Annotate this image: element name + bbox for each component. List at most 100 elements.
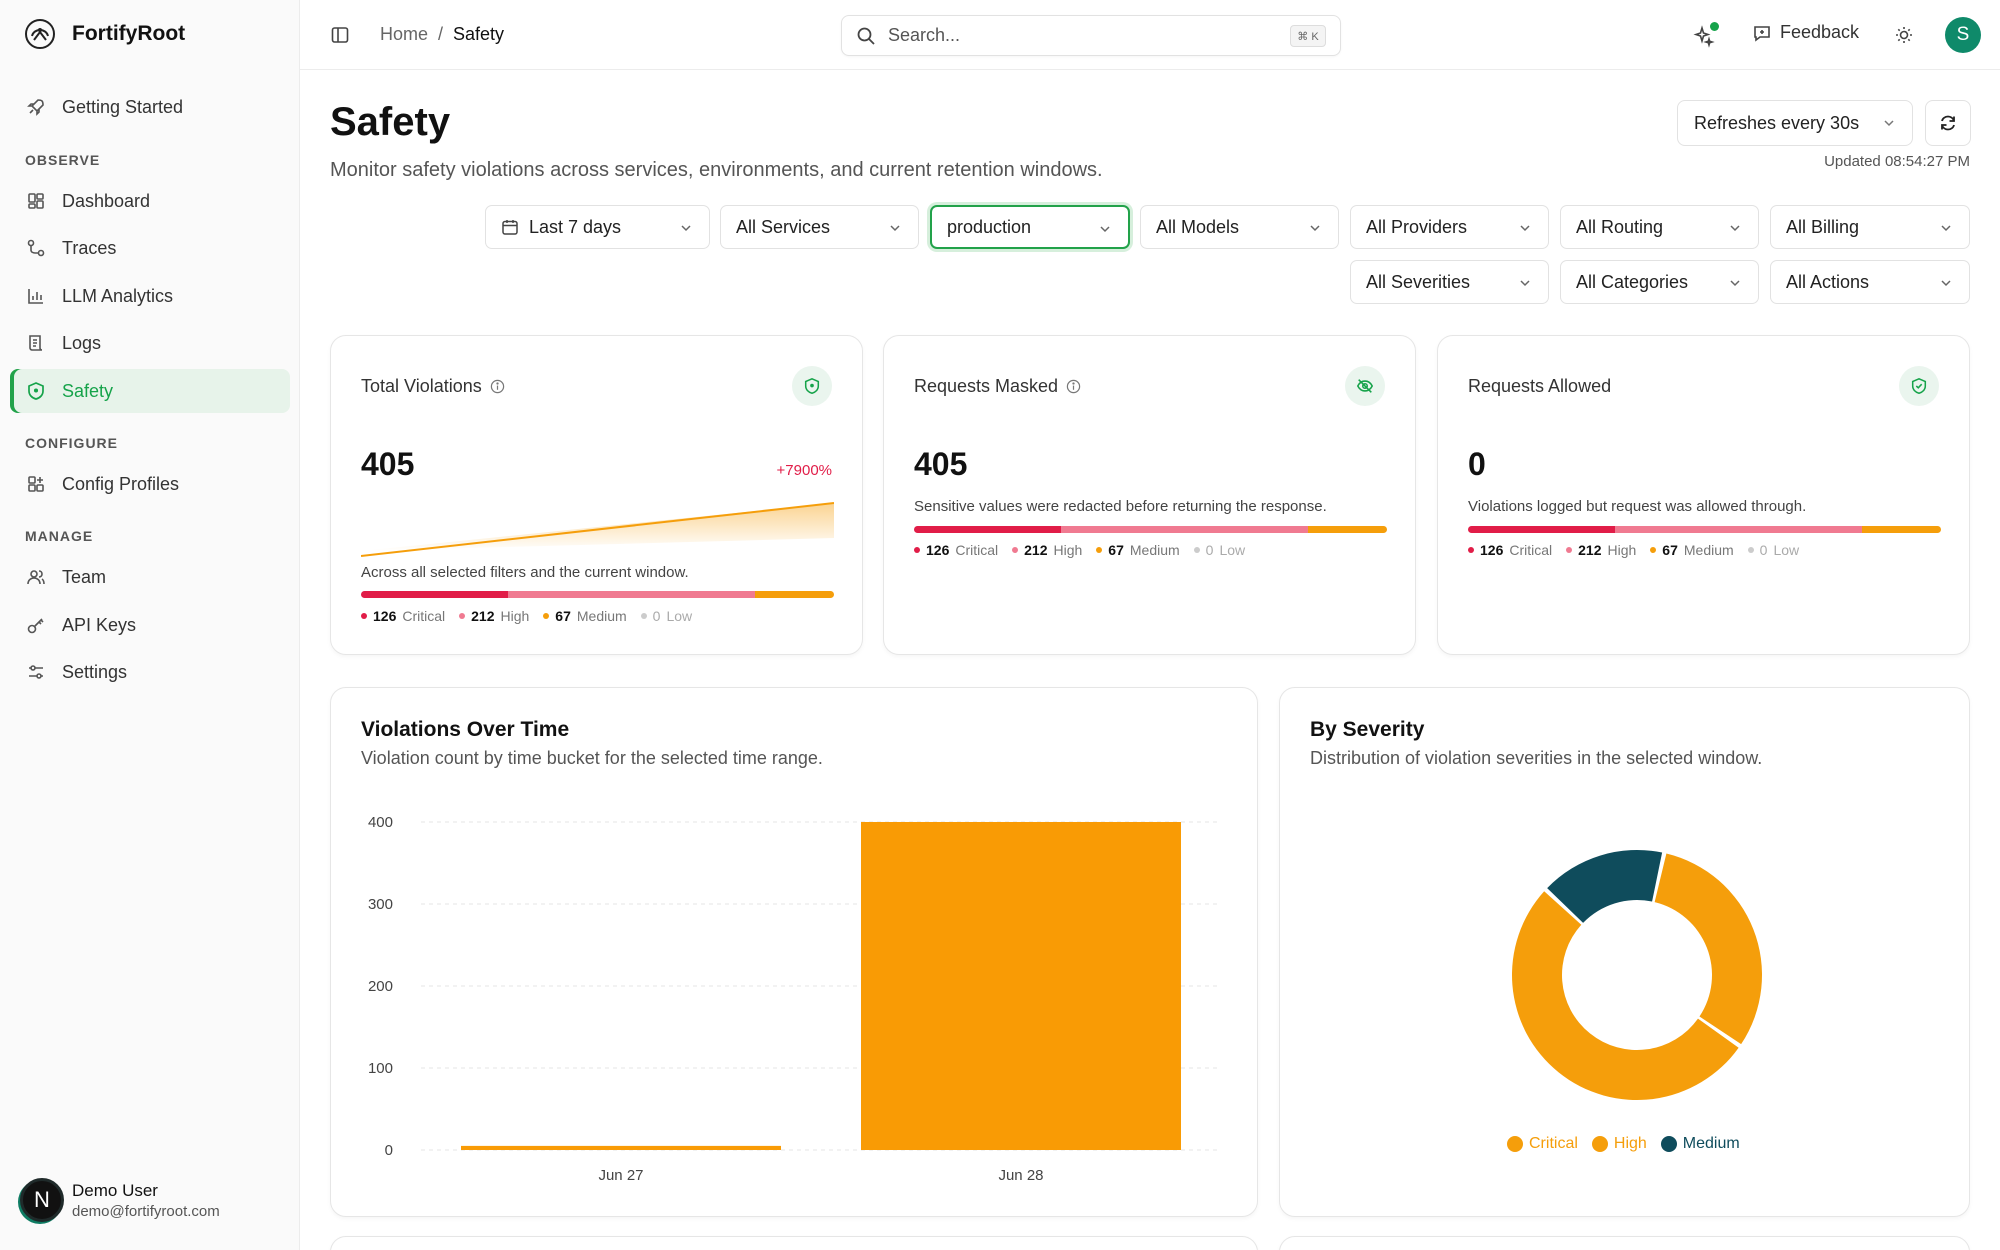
kpi-value: 0: [1468, 446, 1486, 482]
legend-low: 0 Low: [640, 608, 692, 624]
legend-high: 212 High: [1012, 542, 1082, 558]
severity-bar-medium: [755, 591, 834, 598]
search-placeholder: Search...: [888, 25, 961, 45]
kpi-change: +7900%: [776, 462, 832, 479]
legend-label: High: [1607, 542, 1637, 558]
legend-count: 0: [1205, 542, 1214, 558]
legend-label: Low: [1219, 542, 1246, 558]
legend-label: Critical: [402, 608, 446, 624]
kpi-value: 405: [914, 446, 968, 482]
legend-count: 212: [1578, 542, 1602, 558]
legend-label: Critical: [1509, 542, 1553, 558]
sidebar-item-config-profiles[interactable]: Config Profiles: [10, 462, 290, 506]
sidebar-toggle-icon[interactable]: [330, 25, 350, 45]
donut-slice[interactable]: [1511, 891, 1739, 1101]
bar[interactable]: [461, 1145, 781, 1150]
info-icon[interactable]: [490, 379, 505, 394]
info-icon[interactable]: [1066, 379, 1081, 394]
severity-bar: [914, 526, 1387, 533]
donut-legend: Critical High Medium: [1507, 1135, 1740, 1153]
search-input[interactable]: Search... ⌘ K: [841, 15, 1341, 56]
providers-select[interactable]: All Providers: [1350, 205, 1549, 249]
sidebar-item-getting-started[interactable]: Getting Started: [10, 85, 290, 129]
sun-icon[interactable]: [1894, 25, 1914, 45]
severity-bar-medium: [1308, 526, 1387, 533]
legend-count: 67: [555, 608, 571, 624]
sidebar-item-llm-analytics[interactable]: LLM Analytics: [10, 274, 290, 318]
legend-high[interactable]: High: [1591, 1135, 1647, 1153]
sidebar-item-settings[interactable]: Settings: [10, 650, 290, 694]
user-avatar: N: [20, 1178, 64, 1222]
chevron-down-icon: [1730, 225, 1740, 232]
section-observe: OBSERVE: [25, 152, 101, 168]
refresh-interval-select[interactable]: Refreshes every 30s: [1677, 100, 1913, 146]
kpi-title: Total Violations: [361, 376, 505, 397]
chart-title: By Severity: [1310, 718, 1425, 741]
legend-dot: [640, 613, 647, 619]
users-icon: [27, 570, 45, 585]
kpi-card-requests-masked: Requests Masked 405 Sensitive values wer…: [883, 335, 1416, 655]
sidebar-item-safety[interactable]: Safety: [10, 369, 290, 413]
actions-value: All Actions: [1786, 271, 1870, 292]
legend-label: High: [500, 608, 530, 624]
sidebar-item-dashboard[interactable]: Dashboard: [10, 179, 290, 223]
categories-select[interactable]: All Categories: [1560, 260, 1759, 304]
severity-legend: 126 Critical 212 High 67 Medium 0 Low: [361, 608, 692, 624]
legend-medium: 67 Medium: [1650, 542, 1734, 558]
sidebar-item-team[interactable]: Team: [10, 555, 290, 599]
y-tick-label: 0: [385, 1142, 393, 1159]
sidebar-item-label: API Keys: [62, 614, 137, 635]
feedback-button[interactable]: Feedback: [1752, 22, 1859, 43]
next-card-left: [330, 1236, 1258, 1250]
actions-select[interactable]: All Actions: [1770, 260, 1970, 304]
environment-value: production: [947, 216, 1032, 237]
sidebar-item-traces[interactable]: Traces: [10, 226, 290, 270]
legend-dot: [914, 547, 920, 553]
severity-bar: [361, 591, 834, 598]
shield-icon: [28, 382, 44, 400]
sparkle-icon[interactable]: [1692, 24, 1716, 48]
kpi-card-total-violations: Total Violations 405 +7900% Across all s…: [330, 335, 863, 655]
models-select[interactable]: All Models: [1140, 205, 1339, 249]
kpi-title: Requests Allowed: [1468, 376, 1611, 397]
brand[interactable]: FortifyRoot: [24, 18, 185, 50]
legend-dot: [543, 613, 550, 619]
breadcrumb-home[interactable]: Home: [380, 24, 429, 44]
legend-critical[interactable]: Critical: [1507, 1135, 1578, 1153]
kpi-description: Across all selected filters and the curr…: [361, 564, 689, 581]
breadcrumb: Home / Safety: [380, 24, 504, 45]
legend-medium: 67 Medium: [543, 608, 627, 624]
kpi-card-requests-allowed: Requests Allowed 0 Violations logged but…: [1437, 335, 1970, 655]
severity-legend: 126 Critical 212 High 67 Medium 0 Low: [1468, 542, 1799, 558]
chevron-down-icon: [1310, 225, 1320, 232]
sidebar-item-logs[interactable]: Logs: [10, 321, 290, 365]
account-avatar[interactable]: S: [1945, 17, 1981, 53]
billing-select[interactable]: All Billing: [1770, 205, 1970, 249]
legend-dot: [1660, 1136, 1677, 1152]
routing-select[interactable]: All Routing: [1560, 205, 1759, 249]
legend-dot: [1507, 1136, 1523, 1152]
refresh-button[interactable]: [1925, 100, 1971, 146]
kpi-icon: [1899, 366, 1939, 406]
legend-critical: 126 Critical: [914, 542, 998, 558]
feedback-icon: [1754, 25, 1770, 42]
environment-select[interactable]: production: [930, 205, 1130, 249]
donut-slice[interactable]: [1547, 850, 1663, 923]
donut-slice[interactable]: [1654, 853, 1762, 1045]
sidebar-item-api-keys[interactable]: API Keys: [10, 603, 290, 647]
date-range-select[interactable]: Last 7 days: [485, 205, 710, 249]
services-select[interactable]: All Services: [720, 205, 919, 249]
page-title: Safety: [330, 100, 451, 144]
severities-value: All Severities: [1366, 271, 1471, 292]
legend-label: Medium: [576, 608, 627, 624]
by-severity-card: By Severity Distribution of violation se…: [1279, 687, 1970, 1217]
severities-select[interactable]: All Severities: [1350, 260, 1549, 304]
shield-check-icon: [1911, 377, 1927, 394]
bar[interactable]: [861, 822, 1181, 1150]
legend-medium[interactable]: Medium: [1660, 1135, 1740, 1153]
legend-count: 67: [1108, 542, 1124, 558]
severity-bar-high: [508, 591, 756, 598]
user-profile[interactable]: N Demo User demo@fortifyroot.com: [20, 1178, 220, 1222]
eye-off-icon: [1356, 379, 1374, 393]
refresh-interval-label: Refreshes every 30s: [1694, 112, 1860, 133]
